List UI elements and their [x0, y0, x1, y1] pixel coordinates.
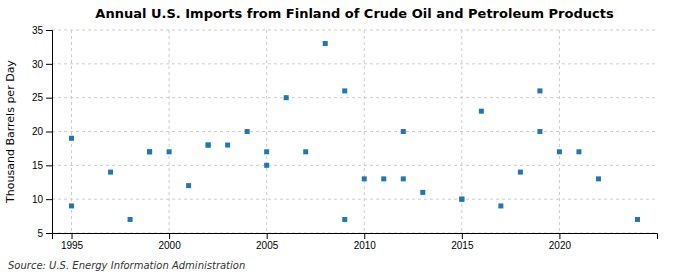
- title: Annual U.S. Imports from Finland of Crud…: [95, 6, 614, 21]
- point: [245, 129, 250, 134]
- tick-label: 10: [32, 194, 44, 205]
- y-axis-label: Thousand Barrels per Day: [4, 60, 17, 204]
- tick-mark: [267, 233, 268, 239]
- point: [186, 183, 191, 188]
- point: [108, 170, 113, 175]
- point: [498, 203, 503, 208]
- point: [69, 203, 74, 208]
- axis-line: [46, 31, 53, 234]
- tick: 2015: [451, 233, 474, 251]
- tick: 2000: [158, 233, 181, 251]
- tick-label: 25: [32, 92, 44, 103]
- tick-label: 5: [37, 228, 43, 239]
- tick-mark: [46, 98, 52, 99]
- point: [206, 143, 211, 148]
- tick-label: 30: [32, 59, 44, 70]
- point: [537, 129, 542, 134]
- grid-line-x: [71, 30, 72, 233]
- tick-mark: [46, 30, 52, 31]
- tick: 2005: [256, 233, 279, 251]
- tick: 20: [32, 126, 52, 137]
- point: [537, 88, 542, 93]
- source: Source: U.S. Energy Information Administ…: [8, 260, 245, 271]
- tick: 5: [37, 228, 52, 239]
- grid-line-y: [52, 131, 657, 132]
- point: [342, 217, 347, 222]
- tick: 1995: [61, 233, 84, 251]
- point: [147, 149, 152, 154]
- point: [284, 95, 289, 100]
- grid-line-x: [266, 30, 267, 233]
- x-axis: 1995 2000 2005 2010 2015 2020: [53, 233, 658, 251]
- grid-line-y: [52, 63, 657, 64]
- point: [303, 149, 308, 154]
- plot: 1995 2000 2005 2010 2015 2020 5 10 15 20 25 30 35: [32, 25, 658, 251]
- y-axis: 5 10 15 20 25 30 35: [32, 25, 53, 239]
- tick-mark: [46, 233, 52, 234]
- grid-line-x: [169, 30, 170, 233]
- tick-label: 35: [32, 25, 44, 36]
- chart: 1995 2000 2005 2010 2015 2020 5 10 15 20 25 30 35 Ann…: [0, 0, 675, 275]
- tick: 10: [32, 194, 52, 205]
- point: [401, 129, 406, 134]
- tick: 35: [32, 25, 52, 36]
- tick-mark: [46, 132, 52, 133]
- tick: 15: [32, 160, 52, 171]
- grid-line-y: [52, 165, 657, 166]
- tick: 2020: [549, 233, 572, 251]
- point: [381, 176, 386, 181]
- grid: [52, 30, 657, 233]
- grid-line-x: [364, 30, 365, 233]
- tick-mark: [364, 233, 365, 239]
- tick-label: 2020: [549, 240, 572, 251]
- point: [459, 197, 464, 202]
- point: [576, 149, 581, 154]
- point: [596, 176, 601, 181]
- point: [401, 176, 406, 181]
- point: [557, 149, 562, 154]
- point: [459, 197, 464, 202]
- point: [206, 143, 211, 148]
- tick-label: 2005: [256, 240, 279, 251]
- point: [420, 190, 425, 195]
- points: [69, 41, 640, 222]
- tick: 30: [32, 59, 52, 70]
- grid-line-y: [52, 30, 657, 31]
- tick-label: 2015: [451, 240, 474, 251]
- point: [362, 176, 367, 181]
- tick-mark: [46, 199, 52, 200]
- grid-line-y: [52, 199, 657, 200]
- point: [69, 136, 74, 141]
- grid-line-x: [461, 30, 462, 233]
- tick-mark: [46, 64, 52, 65]
- tick-mark: [72, 233, 73, 239]
- point: [264, 163, 269, 168]
- point: [518, 170, 523, 175]
- point: [264, 149, 269, 154]
- tick-label: 1995: [61, 240, 84, 251]
- axis-line: [53, 234, 658, 240]
- tick-label: 15: [32, 160, 44, 171]
- point: [479, 109, 484, 114]
- tick-mark: [46, 165, 52, 166]
- tick-label: 20: [32, 126, 44, 137]
- tick-mark: [559, 233, 560, 239]
- point: [167, 149, 172, 154]
- tick-mark: [169, 233, 170, 239]
- grid-line-y: [52, 97, 657, 98]
- point: [635, 217, 640, 222]
- point: [128, 217, 133, 222]
- point: [323, 41, 328, 46]
- point: [342, 88, 347, 93]
- tick: 25: [32, 92, 52, 103]
- tick-label: 2000: [158, 240, 181, 251]
- tick: 2010: [354, 233, 377, 251]
- tick-label: 2010: [354, 240, 377, 251]
- point: [225, 143, 230, 148]
- point: [147, 149, 152, 154]
- grid-line-x: [559, 30, 560, 233]
- tick-mark: [462, 233, 463, 239]
